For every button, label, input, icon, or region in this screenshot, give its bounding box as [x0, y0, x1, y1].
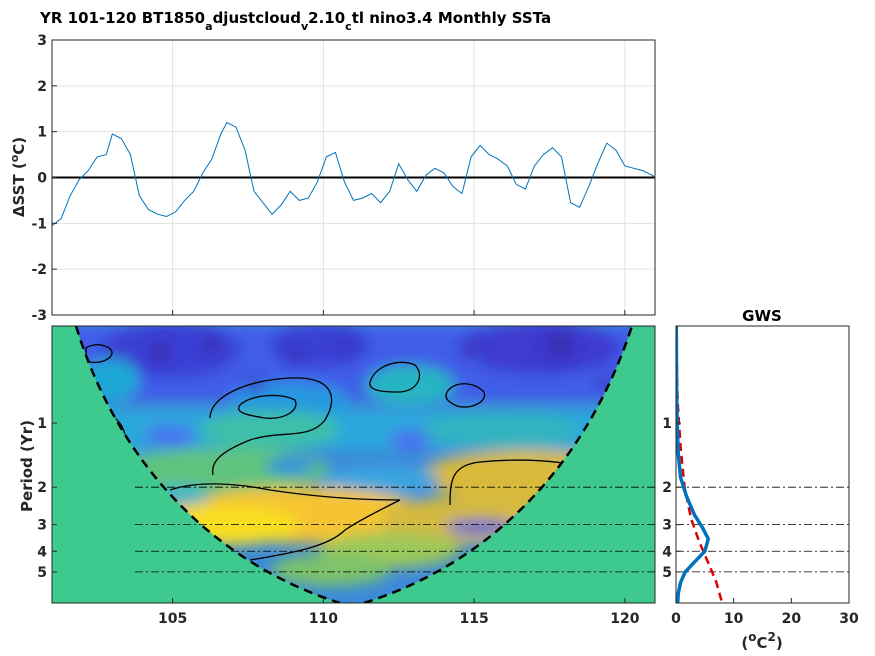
- wavelet-x-ticks: 105 110 115 120: [158, 598, 640, 627]
- gws-background: [676, 326, 849, 603]
- global-wavelet-power-line: [676, 326, 711, 603]
- y-tick-label: 2: [37, 79, 47, 95]
- wavelet-panel: 1 2 3 4 5 105 110 115 120 Period (Yr): [18, 325, 656, 627]
- wavelet-reference-lines: [135, 486, 655, 573]
- chart-title: YR 101-120 BT1850adjustcloudv2.10ctl nin…: [39, 9, 551, 33]
- y-tick-label: 3: [37, 33, 47, 49]
- y-tick-label: -2: [31, 262, 47, 278]
- timeseries-y-ticks: -3 -2 -1 0 1 2 3: [31, 33, 57, 324]
- gws-x-label: (oC2): [741, 630, 782, 652]
- timeseries-x-ticks: [172, 310, 626, 315]
- timeseries-series: [52, 121, 655, 226]
- gws-x-ticks: 0 10 20 30: [671, 598, 859, 627]
- y-tick-label: -3: [31, 308, 47, 324]
- y-tick-label: 3: [37, 518, 47, 534]
- wavelet-axes-box: [51, 325, 656, 604]
- y-tick-label: -1: [31, 216, 47, 232]
- ssta-line: [52, 121, 655, 226]
- x-tick-label: 105: [158, 611, 187, 627]
- x-tick-label: 115: [459, 611, 488, 627]
- x-tick-label: 110: [309, 611, 338, 627]
- x-tick-label: 30: [839, 611, 859, 627]
- cone-of-influence-line: [74, 326, 634, 603]
- y-tick-label: 5: [662, 565, 672, 581]
- y-tick-label: 1: [37, 125, 47, 141]
- y-tick-label: 0: [37, 171, 47, 187]
- y-tick-label: 1: [662, 416, 672, 432]
- timeseries-y-label: ΔSST (oC): [8, 137, 29, 217]
- gws-axes-box: [675, 325, 850, 604]
- timeseries-panel: -3 -2 -1 0 1 2 3 ΔSST (oC): [8, 33, 656, 324]
- y-tick-label: 4: [37, 544, 47, 560]
- gws-panel: GWS 1 2 3 4 5 0 10 20 30 (oC2): [662, 307, 859, 652]
- x-tick-label: 120: [610, 611, 639, 627]
- y-tick-label: 4: [662, 544, 672, 560]
- gws-title: GWS: [742, 307, 782, 325]
- gws-y-ticks: 1 2 3 4 5: [662, 416, 681, 581]
- x-tick-label: 20: [782, 611, 802, 627]
- x-tick-label: 10: [724, 611, 744, 627]
- y-tick-label: 3: [662, 518, 672, 534]
- wavelet-y-label: Period (Yr): [18, 420, 36, 512]
- gws-series: [676, 326, 724, 603]
- y-tick-label: 1: [37, 416, 47, 432]
- y-tick-label: 5: [37, 565, 47, 581]
- y-tick-label: 2: [37, 480, 47, 496]
- y-tick-label: 2: [662, 480, 672, 496]
- x-tick-label: 0: [671, 611, 681, 627]
- wavelet-y-ticks: 1 2 3 4 5: [37, 416, 57, 581]
